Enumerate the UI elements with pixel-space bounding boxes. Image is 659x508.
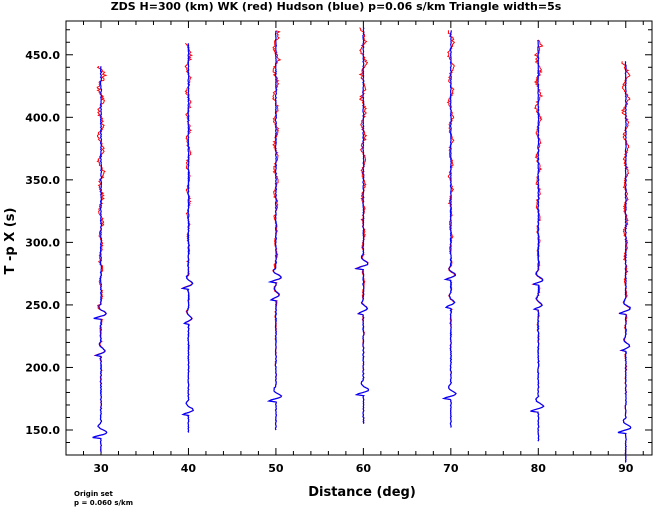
seismogram-traces (92, 27, 632, 463)
y-tick-label: 350.0 (25, 174, 60, 187)
plot-frame (65, 20, 653, 456)
x-tick-label: 70 (443, 462, 459, 475)
wk-trace (530, 39, 545, 442)
hudson-trace (530, 39, 545, 442)
wk-trace (354, 27, 369, 424)
hudson-trace (266, 30, 283, 431)
footnote-line2: p = 0.060 s/km (74, 499, 133, 507)
x-tick-label: 50 (268, 462, 284, 475)
x-tick-label: 60 (356, 462, 372, 475)
wk-trace (442, 30, 457, 428)
x-axis-label: Distance (deg) (308, 485, 416, 500)
y-axis-label: T -p X (s) (3, 208, 18, 275)
x-tick-label: 80 (531, 462, 547, 475)
y-axis: 150.0 200.0 250.0 300.0 350.0 400.0 450.0 (25, 29, 652, 443)
hudson-trace (180, 43, 194, 433)
hudson-trace (92, 66, 108, 453)
wk-trace (267, 30, 283, 431)
y-tick-label: 400.0 (25, 111, 60, 124)
y-tick-label: 450.0 (25, 49, 60, 62)
x-tick-label: 90 (618, 462, 634, 475)
y-tick-label: 250.0 (25, 299, 60, 312)
y-tick-label: 150.0 (25, 424, 60, 437)
y-tick-label: 300.0 (25, 236, 60, 249)
hudson-trace (617, 61, 632, 463)
wk-trace (92, 65, 108, 453)
hudson-trace (354, 27, 370, 424)
chart-title: ZDS H=300 (km) WK (red) Hudson (blue) p=… (111, 0, 562, 13)
x-tick-label: 30 (93, 462, 109, 475)
x-axis: 30 40 50 60 70 80 90 (82, 21, 644, 475)
hudson-trace (441, 30, 457, 428)
x-tick-label: 40 (181, 462, 197, 475)
footnote-line1: Origin set (74, 490, 114, 498)
wk-trace (617, 61, 632, 463)
y-tick-label: 200.0 (25, 361, 60, 374)
